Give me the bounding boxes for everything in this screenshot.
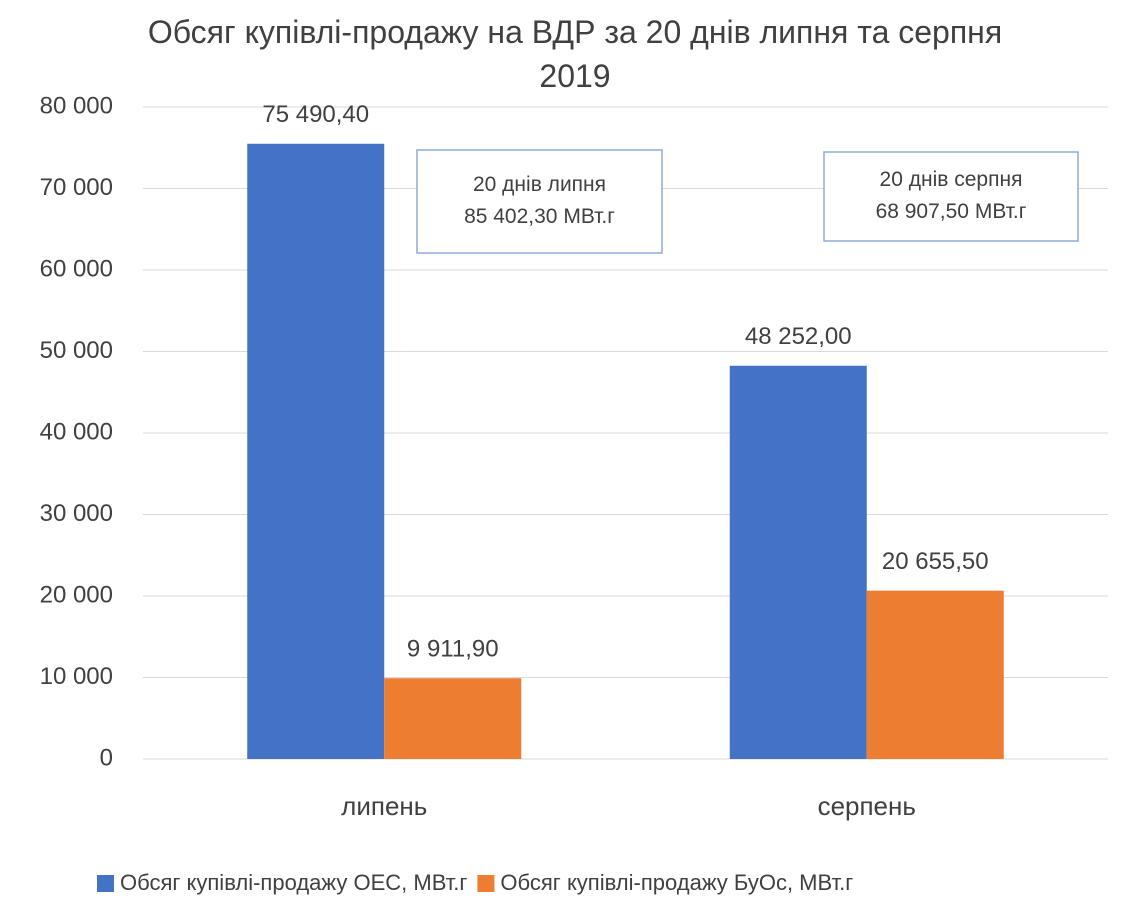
y-tick-label: 50 000 [40, 337, 113, 364]
bar [384, 678, 522, 759]
data-label: 75 490,40 [262, 101, 369, 128]
y-tick-label: 60 000 [40, 255, 113, 282]
x-tick-label: липень [341, 791, 427, 821]
y-tick-label: 30 000 [40, 500, 113, 527]
y-tick-label: 40 000 [40, 418, 113, 445]
legend-swatch [97, 875, 114, 892]
annotation-text: 20 днів липня [473, 173, 606, 196]
legend-label: Обсяг купівлі-продажу ОЕС, МВт.г [120, 870, 467, 895]
legend-swatch [477, 875, 495, 892]
chart-title: Обсяг купівлі-продажу на ВДР за 20 днів … [147, 14, 1003, 94]
data-label: 9 911,90 [407, 636, 499, 663]
annotation-box [416, 149, 663, 254]
data-label: 20 655,50 [882, 548, 989, 575]
bar [866, 590, 1004, 759]
bar [247, 143, 385, 759]
y-tick-label: 0 [100, 744, 113, 771]
y-tick-label: 70 000 [40, 174, 113, 201]
bar [729, 365, 867, 759]
annotation-text: 85 402,30 МВт.г [464, 205, 615, 228]
annotation-text: 20 днів серпня [880, 168, 1023, 191]
annotation-text: 68 907,50 МВт.г [876, 200, 1027, 223]
legend-label: Обсяг купівлі-продажу БуОс, МВт.г [500, 870, 853, 895]
annotation-box [823, 151, 1079, 242]
y-tick-label: 20 000 [40, 581, 113, 608]
x-tick-label: серпень [818, 791, 916, 821]
y-tick-label: 80 000 [40, 92, 113, 119]
y-tick-label: 10 000 [40, 663, 113, 690]
data-label: 48 252,00 [745, 323, 852, 350]
